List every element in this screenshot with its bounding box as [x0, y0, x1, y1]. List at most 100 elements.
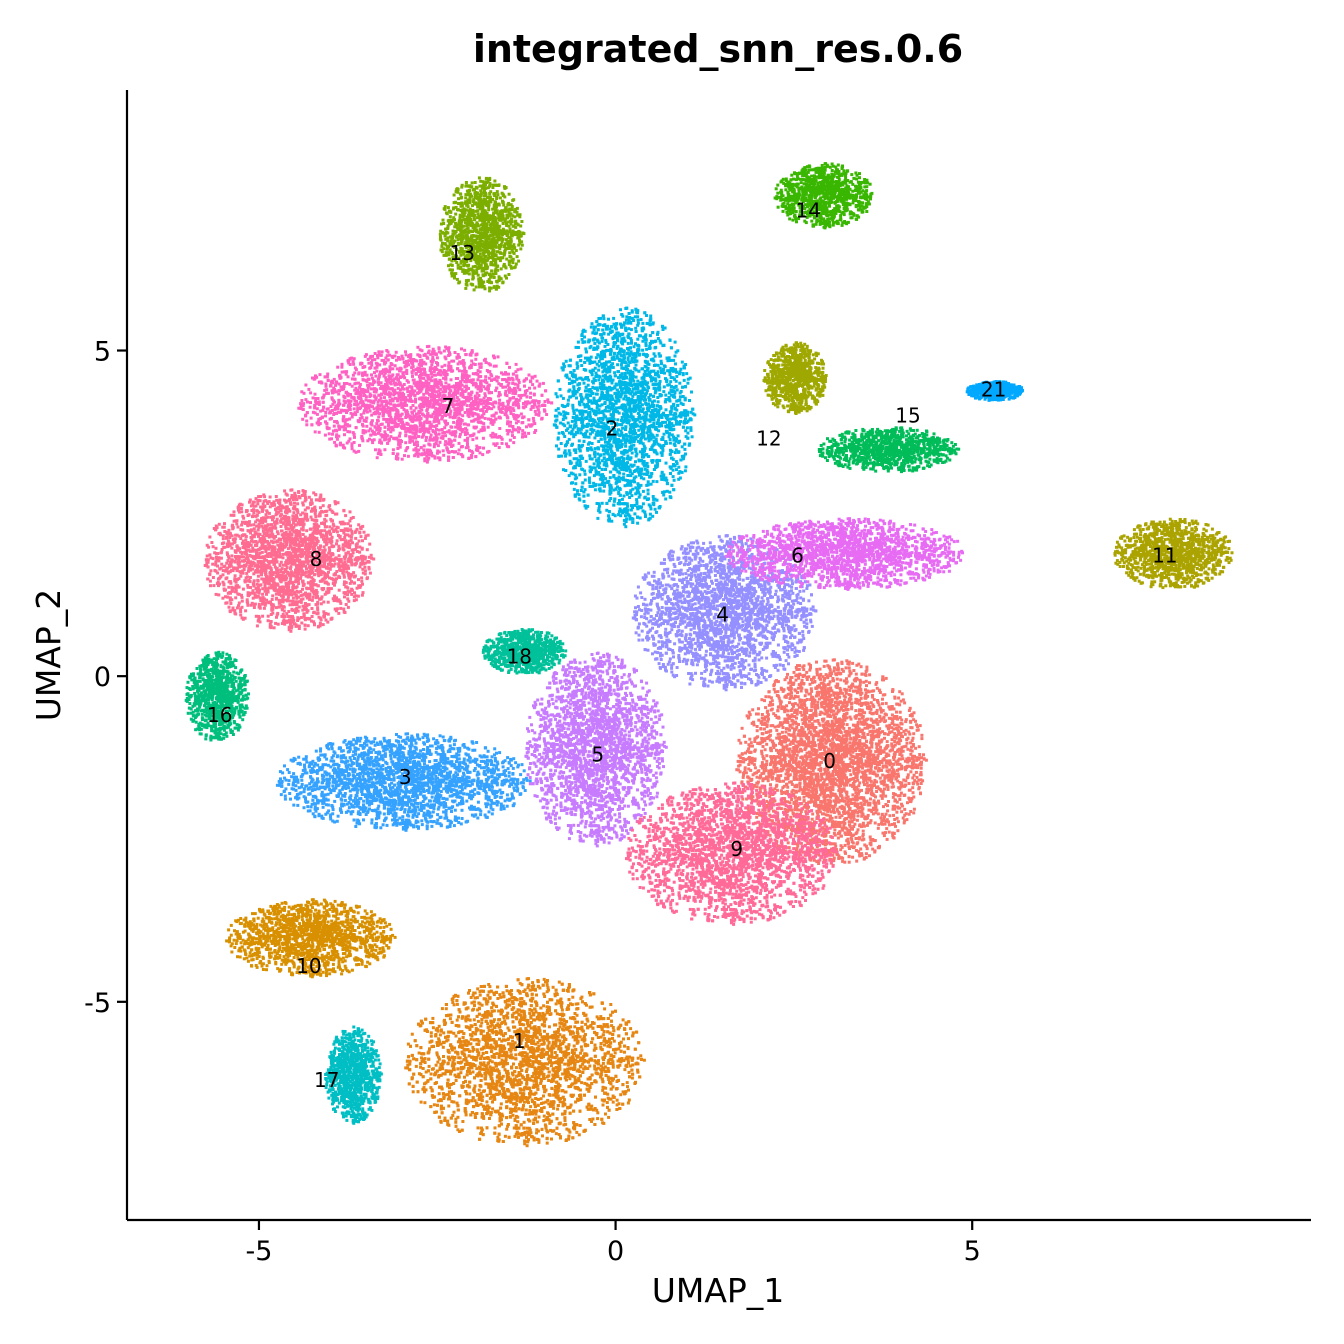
data-point [858, 691, 862, 695]
data-point [877, 763, 881, 766]
data-point [881, 730, 885, 734]
data-point [892, 727, 896, 731]
data-point [850, 701, 854, 705]
data-point [803, 694, 807, 698]
data-point [831, 752, 835, 756]
data-point [860, 702, 864, 706]
data-point [858, 678, 862, 682]
data-point [905, 776, 909, 780]
data-point [885, 724, 889, 728]
data-point [775, 748, 778, 752]
data-point [913, 765, 917, 769]
data-point [884, 701, 888, 705]
data-point [823, 778, 827, 782]
data-point [914, 746, 918, 750]
data-point [818, 723, 822, 727]
data-point [910, 726, 914, 730]
data-point [904, 718, 908, 722]
data-point [759, 774, 762, 778]
data-point [859, 765, 863, 769]
data-point [830, 749, 834, 753]
data-point [881, 702, 884, 706]
data-point [809, 732, 813, 736]
data-point [879, 740, 883, 744]
data-point [915, 728, 919, 732]
data-point [767, 734, 771, 738]
data-point [885, 783, 889, 787]
data-point [760, 749, 764, 753]
data-point [881, 750, 884, 754]
data-point [854, 697, 858, 701]
data-point [900, 810, 904, 814]
data-point [746, 716, 750, 720]
data-point [811, 837, 815, 841]
data-point [846, 795, 850, 799]
data-point [842, 753, 846, 757]
data-point [824, 721, 828, 725]
data-point [789, 780, 793, 784]
data-point [856, 778, 860, 782]
data-point [839, 754, 843, 758]
data-point [795, 708, 799, 712]
data-point [873, 807, 877, 811]
data-point [809, 741, 813, 745]
data-point [830, 758, 834, 762]
data-point [852, 825, 856, 828]
data-point [819, 681, 823, 685]
data-point [866, 701, 870, 705]
data-point [859, 696, 863, 700]
data-point [772, 712, 776, 716]
data-point [805, 733, 809, 737]
data-point [834, 748, 838, 752]
data-point [787, 826, 790, 829]
data-point [845, 751, 849, 755]
data-point [796, 804, 800, 807]
data-point [876, 846, 880, 850]
data-point [796, 850, 800, 854]
data-point [793, 752, 796, 756]
data-point [806, 744, 810, 748]
data-point [786, 775, 790, 778]
data-point [501, 991, 505, 995]
data-point [803, 781, 807, 785]
data-point [901, 698, 905, 702]
data-point [890, 738, 894, 742]
data-point [852, 777, 856, 780]
data-point [882, 750, 886, 754]
data-point [810, 716, 813, 719]
data-point [793, 727, 797, 731]
data-point [797, 740, 801, 744]
data-point [835, 668, 839, 672]
data-point [760, 698, 764, 702]
data-point [856, 744, 860, 748]
data-point [847, 674, 851, 678]
data-point [796, 664, 799, 668]
data-point [498, 1037, 501, 1041]
data-point [819, 768, 823, 772]
data-point [876, 756, 880, 760]
data-point [760, 736, 764, 740]
data-point [915, 723, 919, 727]
data-point [777, 705, 781, 709]
data-point [765, 799, 769, 803]
data-point [868, 821, 872, 825]
data-point [785, 768, 789, 772]
data-point [782, 818, 786, 822]
data-point [864, 688, 867, 692]
data-point [752, 784, 756, 788]
data-point [878, 714, 882, 718]
data-point [843, 704, 847, 708]
data-point [847, 812, 851, 816]
data-point [848, 733, 852, 737]
data-point [839, 775, 843, 778]
data-point [796, 769, 800, 773]
data-point [858, 757, 862, 760]
data-point [895, 800, 899, 804]
data-point [835, 697, 839, 701]
data-point [872, 753, 876, 757]
data-point [915, 775, 919, 779]
data-point [842, 714, 845, 718]
data-point [853, 822, 857, 826]
data-point [866, 813, 870, 817]
data-point [868, 854, 871, 858]
